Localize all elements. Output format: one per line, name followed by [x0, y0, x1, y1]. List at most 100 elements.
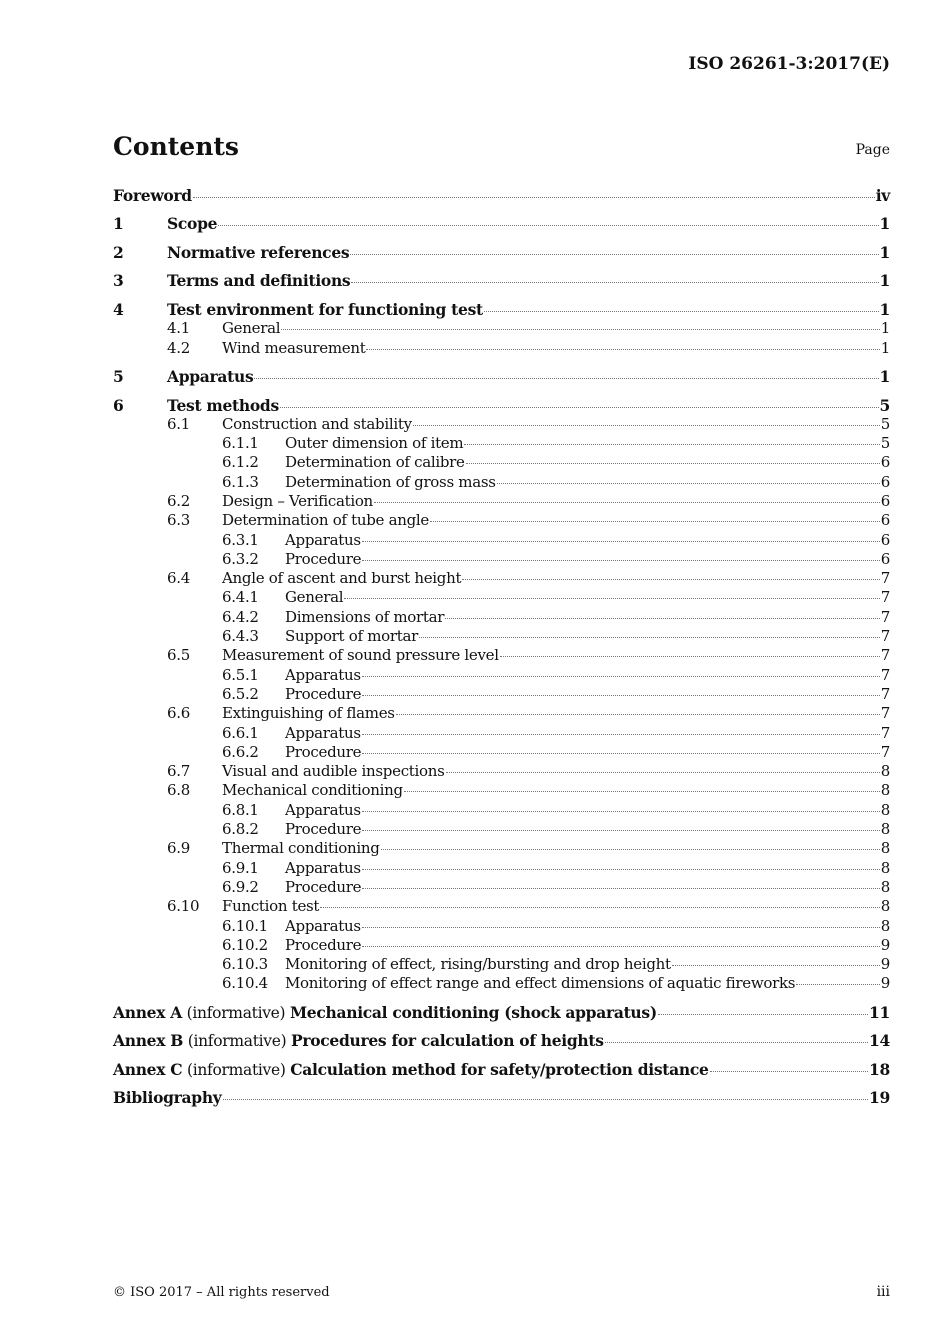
- entry-title: Procedure: [285, 877, 362, 896]
- toc-entry[interactable]: 4 Test environment for functioning test 1: [113, 300, 890, 319]
- toc-entry[interactable]: 6.3.1 Apparatus 6: [113, 531, 890, 550]
- toc-entry[interactable]: Foreword iv: [113, 186, 890, 205]
- toc-entry[interactable]: 6.10.2 Procedure 9: [113, 936, 890, 955]
- toc-entry[interactable]: 6.1 Construction and stability 5: [113, 415, 890, 434]
- entry-title: Apparatus: [285, 723, 361, 742]
- toc-entry[interactable]: 4.2 Wind measurement 1: [113, 339, 890, 358]
- toc-entry[interactable]: 6.6 Extinguishing of flames 7: [113, 704, 890, 723]
- page-number: iii: [876, 1284, 890, 1300]
- entry-title: Measurement of sound pressure level: [222, 646, 499, 665]
- entry-title: Design – Verification: [222, 491, 373, 510]
- toc-entry[interactable]: 6.1.2 Determination of calibre 6: [113, 453, 890, 472]
- entry-number: 4.2: [167, 338, 190, 357]
- entry-page: 19: [869, 1088, 890, 1108]
- dot-leader: [445, 617, 880, 619]
- entry-number: 3: [113, 271, 124, 291]
- entry-title: Procedure: [285, 742, 362, 761]
- entry-page: 9: [880, 955, 891, 974]
- entry-page: 5: [880, 414, 891, 433]
- annex-label: Annex C: [113, 1059, 183, 1079]
- entry-number: 2: [113, 242, 124, 262]
- toc-entry[interactable]: 6 Test methods 5: [113, 396, 890, 415]
- dot-leader: [366, 348, 880, 350]
- entry-number: 6.6: [167, 704, 190, 723]
- toc-entry[interactable]: 6.4.2 Dimensions of mortar 7: [113, 608, 890, 627]
- toc-entry[interactable]: Bibliography 19: [113, 1088, 890, 1107]
- toc-entry[interactable]: 6.6.1 Apparatus 7: [113, 724, 890, 743]
- toc-entry[interactable]: 6.9 Thermal conditioning 8: [113, 839, 890, 858]
- toc-entry[interactable]: 6.5.1 Apparatus 7: [113, 666, 890, 685]
- toc-entry[interactable]: 6.10.3 Monitoring of effect, rising/burst…: [113, 955, 890, 974]
- entry-number: 6.10.3: [222, 955, 268, 974]
- toc-entry[interactable]: Annex A (informative) Mechanical conditi…: [113, 1003, 890, 1022]
- toc-entry[interactable]: 6.5 Measurement of sound pressure level 7: [113, 646, 890, 665]
- toc-entry[interactable]: 6.4.3 Support of mortar 7: [113, 627, 890, 646]
- entry-title: Outer dimension of item: [285, 434, 464, 453]
- entry-title: Function test: [222, 897, 320, 916]
- entry-title: Monitoring of effect, rising/bursting an…: [285, 955, 671, 974]
- toc-entry[interactable]: 6.2 Design – Verification 6: [113, 492, 890, 511]
- toc-entry[interactable]: 2 Normative references 1: [113, 243, 890, 262]
- toc-entry[interactable]: 6.3 Determination of tube angle 6: [113, 511, 890, 530]
- toc-entry[interactable]: 6.1.3 Determination of gross mass 6: [113, 473, 890, 492]
- entry-page: 7: [880, 684, 891, 703]
- dot-leader: [361, 733, 880, 735]
- toc-entry[interactable]: 6.7 Visual and audible inspections 8: [113, 762, 890, 781]
- entry-number: 6.7: [167, 762, 190, 781]
- entry-page: 6: [880, 453, 891, 472]
- entry-page: 8: [880, 916, 891, 935]
- table-of-contents: Foreword iv 1 Scope 1 2 Normative references 1 3…: [113, 186, 890, 1108]
- toc-entry[interactable]: 6.8 Mechanical conditioning 8: [113, 781, 890, 800]
- toc-entry[interactable]: 1 Scope 1: [113, 214, 890, 233]
- entry-title: Construction and stability: [222, 414, 412, 433]
- toc-entry[interactable]: 6.10.4 Monitoring of effect range and eff…: [113, 974, 890, 993]
- annex-note: (informative): [186, 1060, 286, 1079]
- entry-title: Apparatus: [285, 665, 361, 684]
- entry-page: 1: [879, 367, 891, 387]
- entry-page: 8: [880, 800, 891, 819]
- dot-leader: [362, 945, 880, 947]
- toc-entry[interactable]: 6.8.1 Apparatus 8: [113, 801, 890, 820]
- entry-page: 6: [880, 491, 891, 510]
- toc-entry[interactable]: 6.6.2 Procedure 7: [113, 743, 890, 762]
- entry-page: 7: [880, 723, 891, 742]
- entry-number: 4.1: [167, 319, 190, 338]
- dot-leader: [796, 984, 880, 986]
- toc-entry[interactable]: 3 Terms and definitions 1: [113, 271, 890, 290]
- entry-title: Test environment for functioning test: [167, 299, 483, 319]
- entry-title: Apparatus: [285, 800, 361, 819]
- toc-entry[interactable]: 6.4 Angle of ascent and burst height 7: [113, 569, 890, 588]
- toc-entry[interactable]: 6.10.1 Apparatus 8: [113, 917, 890, 936]
- entry-title: Support of mortar: [285, 627, 418, 646]
- entry-number: 6.5.1: [222, 665, 259, 684]
- entry-page: 7: [880, 627, 891, 646]
- entry-number: 6.3.2: [222, 549, 259, 568]
- toc-entry[interactable]: 6.1.1 Outer dimension of item 5: [113, 434, 890, 453]
- toc-entry[interactable]: 6.4.1 General 7: [113, 588, 890, 607]
- entry-number: 6.4: [167, 569, 190, 588]
- dot-leader: [429, 521, 880, 523]
- entry-page: 8: [880, 858, 891, 877]
- toc-entry[interactable]: 6.5.2 Procedure 7: [113, 685, 890, 704]
- entry-title: Procedure: [285, 820, 362, 839]
- entry-number: 6.8: [167, 781, 190, 800]
- dot-leader: [320, 907, 880, 909]
- toc-entry[interactable]: Annex C (informative) Calculation method…: [113, 1060, 890, 1079]
- entry-page: 7: [880, 704, 891, 723]
- toc-entry[interactable]: 6.8.2 Procedure 8: [113, 820, 890, 839]
- entry-title: Test methods: [167, 395, 279, 415]
- toc-entry[interactable]: 4.1 General 1: [113, 319, 890, 338]
- toc-entry[interactable]: Annex B (informative) Procedures for cal…: [113, 1031, 890, 1050]
- dot-leader: [395, 714, 880, 716]
- toc-entry[interactable]: 6.9.1 Apparatus 8: [113, 859, 890, 878]
- dot-leader: [222, 1099, 869, 1101]
- dot-leader: [709, 1070, 869, 1072]
- entry-number: 6.8.1: [222, 800, 259, 819]
- entry-title: Foreword: [113, 186, 192, 205]
- toc-entry[interactable]: 5 Apparatus 1: [113, 367, 890, 386]
- toc-entry[interactable]: 6.10 Function test 8: [113, 897, 890, 916]
- entry-title: Angle of ascent and burst height: [222, 569, 462, 588]
- entry-title: Terms and definitions: [167, 271, 351, 291]
- toc-entry[interactable]: 6.9.2 Procedure 8: [113, 878, 890, 897]
- toc-entry[interactable]: 6.3.2 Procedure 6: [113, 550, 890, 569]
